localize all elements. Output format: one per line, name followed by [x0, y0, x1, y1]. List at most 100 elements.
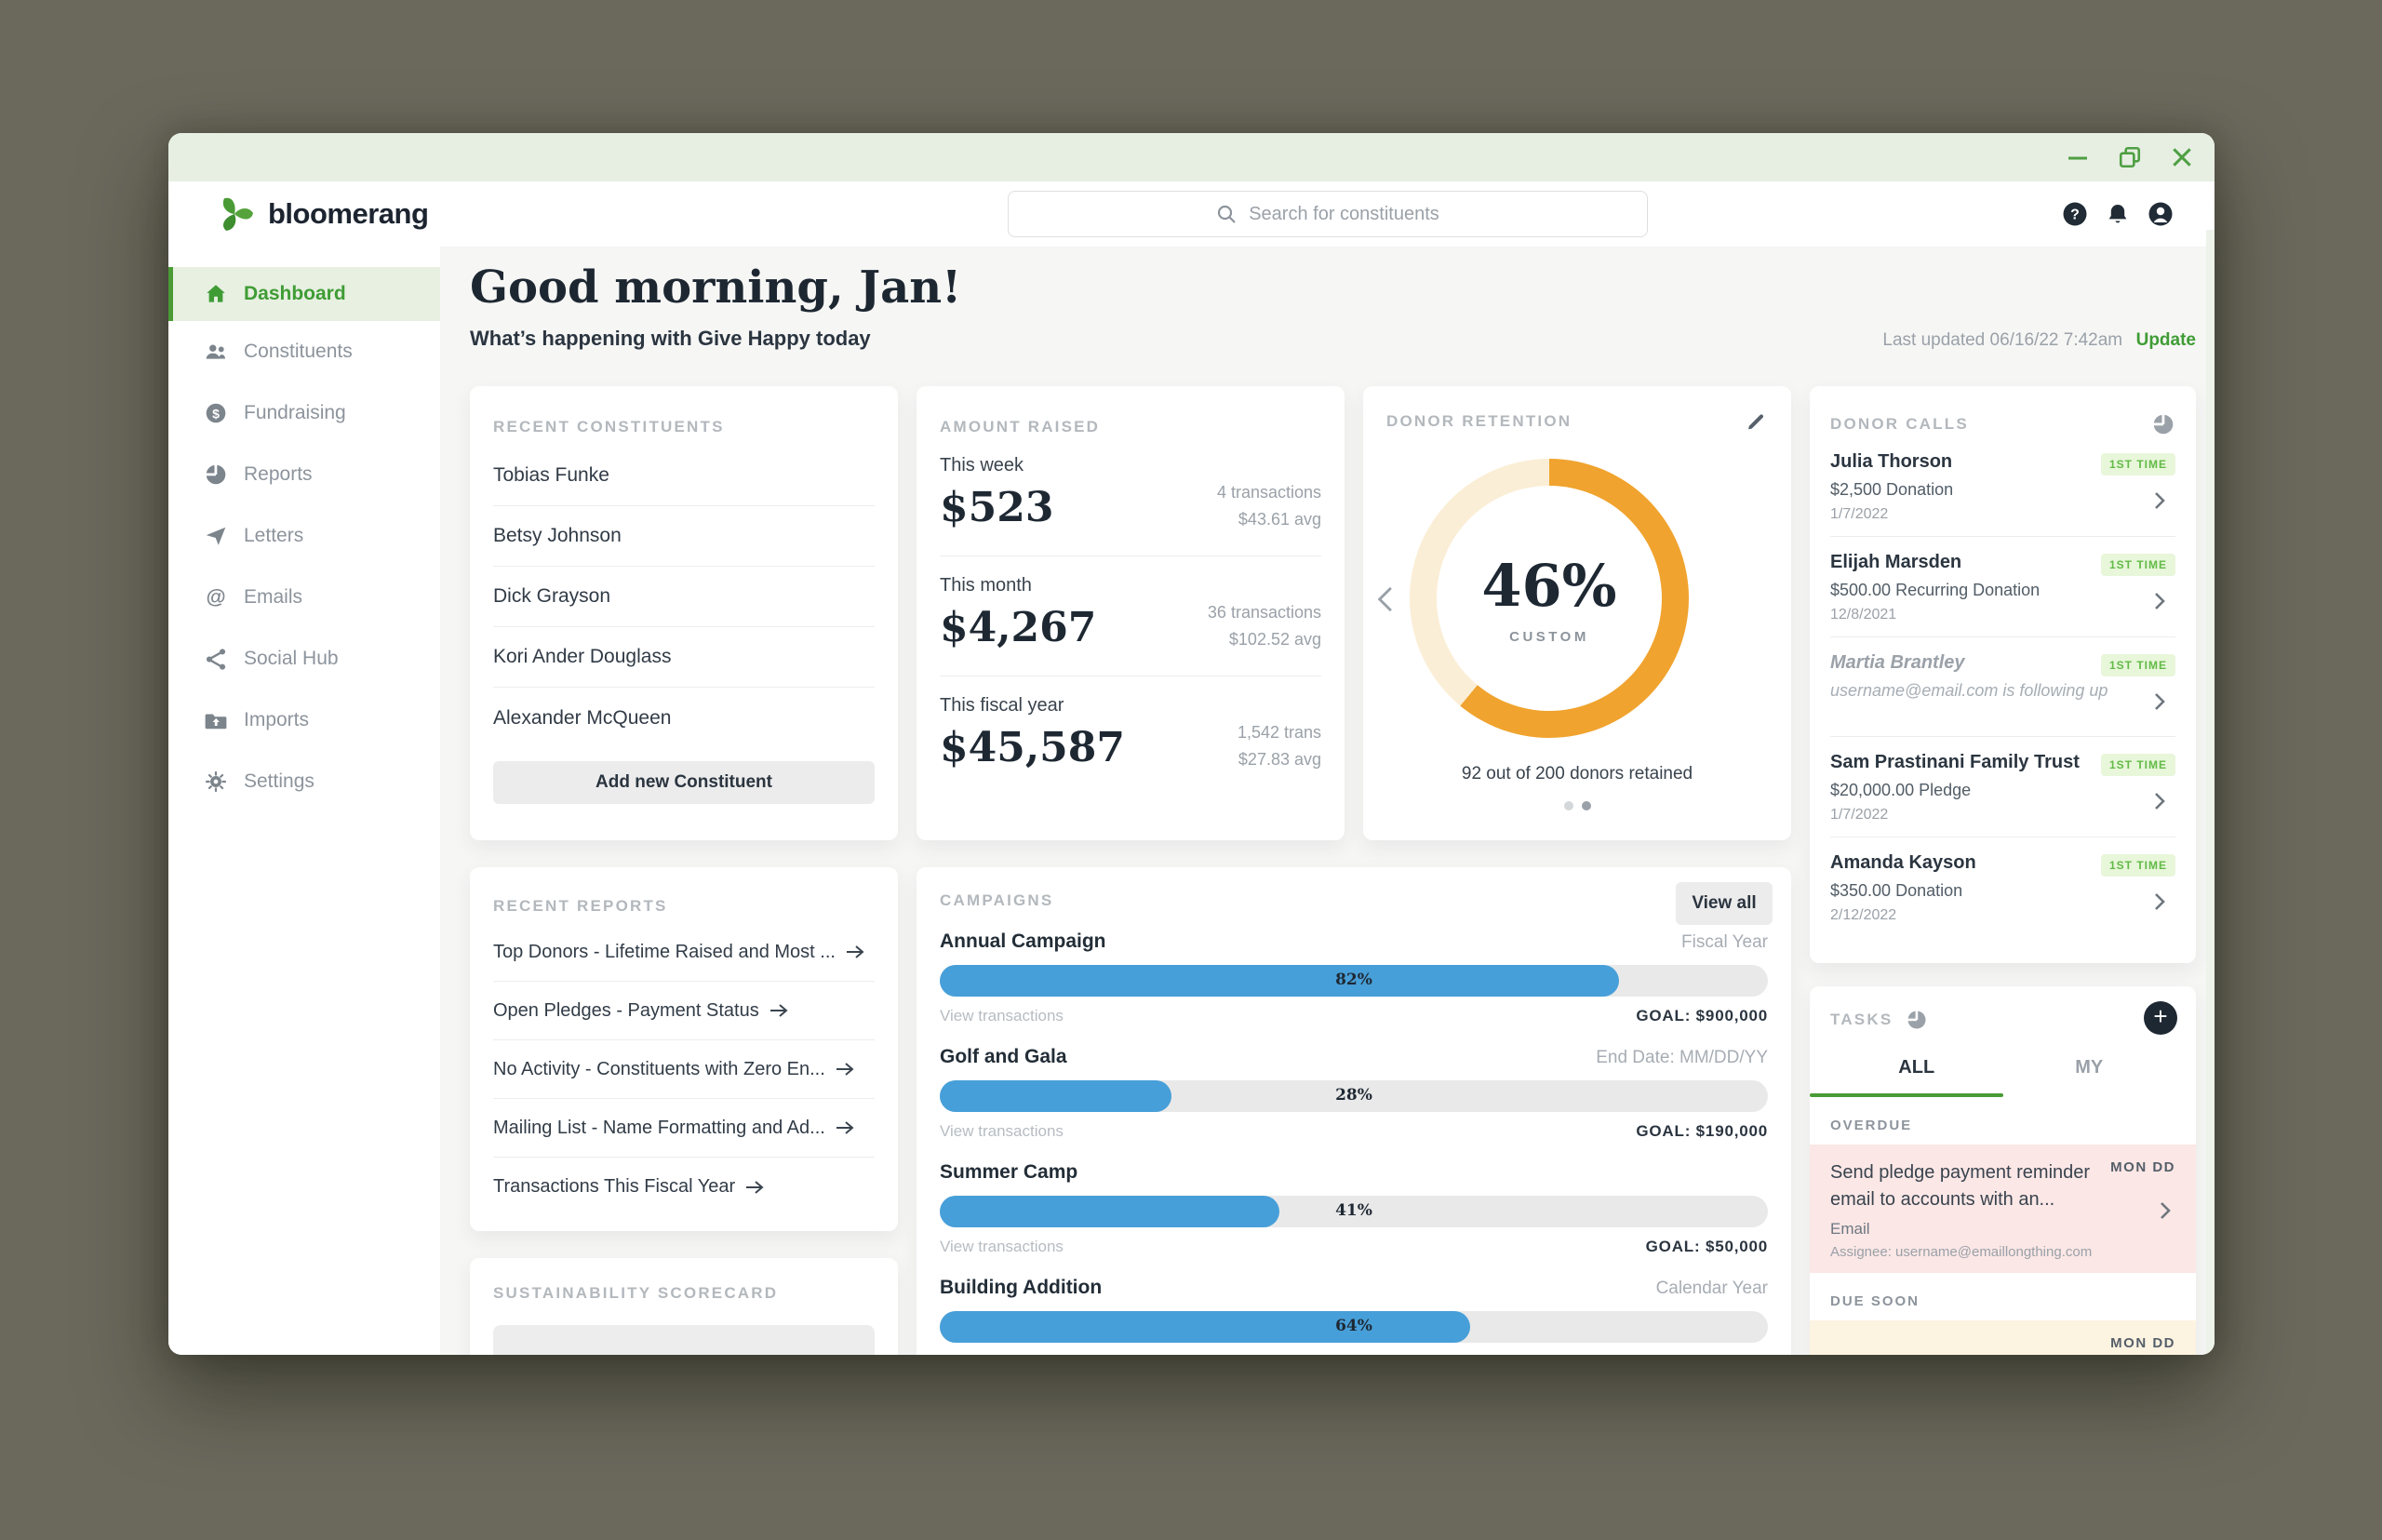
campaign-percent: 64% — [1335, 1317, 1372, 1335]
campaign-progress-bar: 64% — [940, 1311, 1768, 1343]
campaigns-card: CAMPAIGNS View all Annual Campaign Fisca… — [917, 867, 1791, 1355]
svg-text:$: $ — [212, 406, 220, 421]
search-input[interactable]: Search for constituents — [1007, 191, 1648, 237]
help-button[interactable]: ? — [2062, 201, 2088, 227]
campaign-percent: 82% — [1335, 971, 1372, 989]
campaign-row: Building Addition Calendar Year 64% — [940, 1277, 1768, 1343]
notifications-button[interactable] — [2105, 201, 2131, 227]
gear-icon — [204, 770, 228, 794]
svg-text:?: ? — [2070, 208, 2080, 223]
donor-detail: $20,000.00 Pledge — [1830, 781, 1972, 799]
minimize-button[interactable] — [2066, 145, 2090, 169]
constituent-row[interactable]: Alexander McQueen — [493, 706, 672, 729]
donor-name: Amanda Kayson — [1830, 852, 1976, 873]
report-link[interactable]: Transactions This Fiscal Year — [493, 1158, 875, 1216]
report-link[interactable]: Open Pledges - Payment Status — [493, 982, 875, 1040]
account-icon — [2148, 202, 2173, 226]
retention-prev-button[interactable] — [1372, 583, 1400, 620]
constituent-row[interactable]: Betsy Johnson — [493, 506, 875, 567]
sidebar-item-label: Constituents — [244, 341, 353, 362]
first-time-badge: 1ST TIME — [2100, 654, 2175, 676]
pie-chart-icon — [1907, 1010, 1926, 1029]
add-task-button[interactable]: + — [2144, 1001, 2177, 1035]
tasks-card: TASKS + ALL MY OVERDUE Send pl — [1810, 986, 2196, 1355]
amount-value: $45,587 — [940, 724, 1126, 771]
sidebar-item-label: Letters — [244, 525, 304, 546]
update-link[interactable]: Update — [2135, 330, 2196, 350]
sidebar-nav: Dashboard Constituents $ Fundraising — [168, 267, 440, 812]
active-tab-underline — [1810, 1093, 2003, 1097]
chevron-right-icon — [2151, 891, 2168, 917]
close-button[interactable] — [2170, 145, 2194, 169]
campaign-name: Golf and Gala — [940, 1046, 1067, 1067]
view-transactions-link[interactable]: View transactions — [940, 1122, 1064, 1140]
sidebar-item-settings[interactable]: Settings — [168, 751, 440, 812]
scrollbar-track[interactable] — [2206, 230, 2215, 1355]
sidebar-item-letters[interactable]: Letters — [168, 505, 440, 567]
app-window: bloomerang Dashboard Constituents — [168, 133, 2215, 1355]
campaign-meta: End Date: MM/DD/YY — [1596, 1048, 1768, 1067]
sidebar-item-fundraising[interactable]: $ Fundraising — [168, 382, 440, 444]
constituent-row[interactable]: Kori Ander Douglass — [493, 627, 875, 688]
pencil-icon — [1748, 414, 1763, 430]
campaign-name: Building Addition — [940, 1277, 1103, 1298]
campaign-meta: Calendar Year — [1655, 1279, 1768, 1298]
period-label: This fiscal year — [940, 695, 1064, 716]
first-time-badge: 1ST TIME — [2100, 854, 2175, 877]
chevron-right-icon — [2151, 591, 2168, 616]
donor-name: Julia Thorson — [1830, 451, 1953, 472]
view-all-button[interactable]: View all — [1676, 882, 1773, 925]
sidebar-item-reports[interactable]: Reports — [168, 444, 440, 505]
retention-percent: 46% — [1481, 552, 1617, 620]
chevron-right-icon — [2151, 691, 2168, 716]
constituent-row[interactable]: Dick Grayson — [493, 567, 875, 627]
arrow-right-icon — [746, 1180, 764, 1194]
share-icon — [204, 647, 228, 671]
sidebar-item-imports[interactable]: Imports — [168, 690, 440, 751]
donor-date: 2/12/2022 — [1830, 907, 1897, 923]
card-title: RECENT CONSTITUENTS — [493, 418, 725, 435]
constituent-row[interactable]: Tobias Funke — [493, 446, 875, 506]
window-titlebar — [168, 133, 2215, 181]
restore-button[interactable] — [2118, 145, 2142, 169]
add-constituent-button[interactable]: Add new Constituent — [493, 761, 875, 804]
arrow-right-icon — [769, 1004, 788, 1017]
donor-call-row[interactable]: Elijah Marsden $500.00 Recurring Donatio… — [1830, 537, 2175, 637]
pager-dot[interactable] — [1563, 801, 1573, 810]
task-title: Send pledge payment reminder email to ac… — [1830, 1162, 2091, 1210]
account-button[interactable] — [2148, 201, 2174, 227]
tab-all[interactable]: ALL — [1898, 1057, 1935, 1078]
overdue-task[interactable]: Send pledge payment reminder email to ac… — [1810, 1145, 2196, 1273]
view-transactions-link[interactable]: View transactions — [940, 1238, 1064, 1255]
donor-call-row[interactable]: Amanda Kayson $350.00 Donation 2/12/2022… — [1830, 837, 2175, 937]
sidebar-item-social-hub[interactable]: Social Hub — [168, 628, 440, 690]
donor-call-row[interactable]: Julia Thorson $2,500 Donation 1/7/2022 1… — [1830, 436, 2175, 537]
campaign-row: Annual Campaign Fiscal Year 82% View tra… — [940, 931, 1768, 1025]
sidebar-item-emails[interactable]: @ Emails — [168, 567, 440, 628]
pager-dot-active[interactable] — [1581, 801, 1591, 810]
arrow-right-icon — [836, 1063, 854, 1076]
folder-upload-icon — [204, 708, 228, 732]
arrow-right-icon — [836, 1121, 854, 1134]
campaign-name: Summer Camp — [940, 1161, 1078, 1183]
view-transactions-link[interactable]: View transactions — [940, 1007, 1064, 1024]
search-icon — [1218, 205, 1236, 223]
sidebar-item-constituents[interactable]: Constituents — [168, 321, 440, 382]
tab-my[interactable]: MY — [2075, 1057, 2104, 1078]
due-soon-task[interactable]: MON DD — [1810, 1320, 2196, 1355]
edit-retention-button[interactable] — [1745, 410, 1767, 437]
task-due-date: MON DD — [2110, 1335, 2175, 1351]
sidebar-item-label: Dashboard — [244, 283, 346, 304]
sidebar-item-dashboard[interactable]: Dashboard — [168, 267, 440, 321]
donor-call-row[interactable]: Martia Brantley username@email.com is fo… — [1830, 637, 2175, 737]
report-link[interactable]: Mailing List - Name Formatting and Ad... — [493, 1099, 875, 1158]
campaign-percent: 41% — [1335, 1201, 1372, 1220]
search-placeholder: Search for constituents — [1249, 203, 1439, 224]
card-title: CAMPAIGNS — [940, 891, 1054, 909]
donor-call-row[interactable]: Sam Prastinani Family Trust $20,000.00 P… — [1830, 737, 2175, 837]
donor-name: Elijah Marsden — [1830, 552, 1962, 572]
logo-mark-icon — [222, 197, 254, 231]
report-link[interactable]: Top Donors - Lifetime Raised and Most ..… — [493, 923, 875, 982]
donor-calls-card: DONOR CALLS Julia Thorson $2,500 Donatio… — [1810, 386, 2196, 963]
report-link[interactable]: No Activity - Constituents with Zero En.… — [493, 1040, 875, 1099]
